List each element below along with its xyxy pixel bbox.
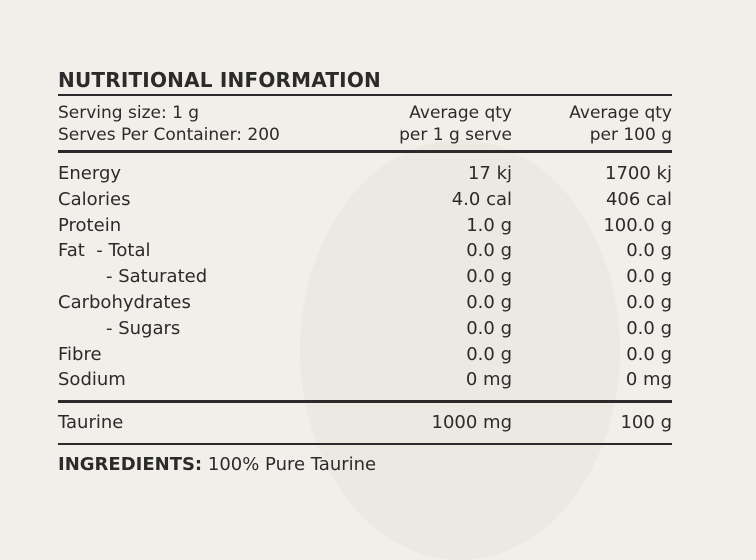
per-100g-value: 0.0 g (626, 266, 672, 288)
per-serve-value: 4.0 cal (451, 188, 512, 210)
taurine-name: Taurine (58, 412, 124, 434)
column-header-per-100g-line2: per 100 g (589, 125, 672, 145)
serving-info: Serving size: 1 g Serves Per Container: … (58, 102, 352, 150)
per-100g-value: 0.0 g (626, 343, 672, 365)
per-serve-value: 0.0 g (466, 317, 512, 339)
nutrient-name: Fat - Total (58, 240, 151, 262)
per-100g-value: 406 cal (605, 188, 672, 210)
per-serve-value: 1.0 g (466, 214, 512, 236)
background-shape (300, 140, 620, 560)
ingredients-divider (58, 443, 672, 446)
table-row: - Sugars 0.0 g 0.0 g (58, 316, 672, 342)
taurine-per-100g: 100 g (620, 412, 672, 434)
per-serve-value: 0.0 g (466, 266, 512, 288)
ingredients-text: 100% Pure Taurine (202, 454, 377, 476)
table-row: Fibre 0.0 g 0.0 g (58, 342, 672, 368)
nutrient-name: Carbohydrates (58, 291, 191, 313)
nutrient-name: - Sugars (106, 317, 181, 339)
taurine-row: Taurine 1000 mg 100 g (58, 403, 672, 443)
nutrient-name: Energy (58, 163, 122, 184)
per-100g-value: 0.0 g (626, 291, 672, 313)
table-row: Protein 1.0 g 100.0 g (58, 213, 672, 239)
table-row: Sodium 0 mg 0 mg (58, 367, 672, 393)
table-header: Serving size: 1 g Serves Per Container: … (58, 102, 672, 150)
nutrient-name: - Saturated (106, 266, 208, 288)
nutrient-name: Calories (58, 188, 131, 210)
nutrient-name: Sodium (58, 369, 126, 391)
header-divider (58, 150, 672, 153)
taurine-per-serve: 1000 mg (431, 412, 513, 434)
table-row: Fat - Total 0.0 g 0.0 g (58, 238, 672, 264)
per-100g-value: 100.0 g (603, 214, 672, 236)
nutrient-rows: Energy 17 kj 1700 kj Calories 4.0 cal 40… (58, 153, 672, 400)
per-100g-value: 1700 kj (605, 163, 672, 184)
ingredients-label: INGREDIENTS: (58, 454, 203, 476)
serving-size: Serving size: 1 g (58, 103, 200, 123)
per-serve-value: 0.0 g (466, 291, 512, 313)
per-serve-value: 0.0 g (466, 240, 512, 262)
per-100g-value: 0 mg (625, 369, 672, 391)
serves-per-container: Serves Per Container: 200 (58, 125, 280, 145)
title-divider (58, 94, 672, 96)
per-serve-value: 0 mg (465, 369, 512, 391)
per-100g-value: 0.0 g (626, 317, 672, 339)
column-header-per-100g-line1: Average qty (569, 103, 672, 123)
table-row: - Saturated 0.0 g 0.0 g (58, 264, 672, 290)
column-header-per-serve-line2: per 1 g serve (399, 125, 512, 145)
panel-title: NUTRITIONAL INFORMATION (58, 68, 381, 92)
table-row: Energy 17 kj 1700 kj (58, 161, 672, 187)
ingredients: INGREDIENTS: 100% Pure Taurine (58, 453, 672, 477)
table-row: Carbohydrates 0.0 g 0.0 g (58, 290, 672, 316)
per-serve-value: 17 kj (467, 163, 512, 184)
table-row: Calories 4.0 cal 406 cal (58, 187, 672, 213)
column-header-per-serve-line1: Average qty (409, 103, 512, 123)
per-100g-value: 0.0 g (626, 240, 672, 262)
per-serve-value: 0.0 g (466, 343, 512, 365)
nutrient-name: Protein (58, 214, 122, 236)
column-header-per-100g: Average qty per 100 g (512, 102, 672, 150)
nutrition-panel: NUTRITIONAL INFORMATION Serving size: 1 … (58, 66, 672, 477)
column-header-per-serve: Average qty per 1 g serve (352, 102, 512, 150)
nutrient-name: Fibre (58, 343, 102, 365)
taurine-divider (58, 400, 672, 404)
